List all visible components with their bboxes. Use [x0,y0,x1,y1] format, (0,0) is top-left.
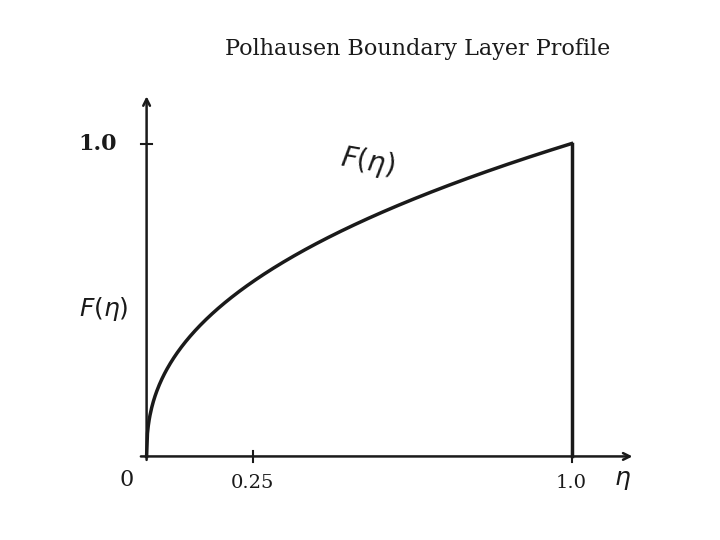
Text: $F(\eta)$: $F(\eta)$ [79,295,129,323]
Text: 0: 0 [120,469,134,491]
Text: $\eta$: $\eta$ [614,469,631,492]
Text: 0.25: 0.25 [231,474,274,491]
Text: 1.0: 1.0 [556,474,587,491]
Text: 1.0: 1.0 [78,133,117,154]
Text: $F(\eta)$: $F(\eta)$ [338,141,397,183]
Text: Polhausen Boundary Layer Profile: Polhausen Boundary Layer Profile [225,38,611,60]
